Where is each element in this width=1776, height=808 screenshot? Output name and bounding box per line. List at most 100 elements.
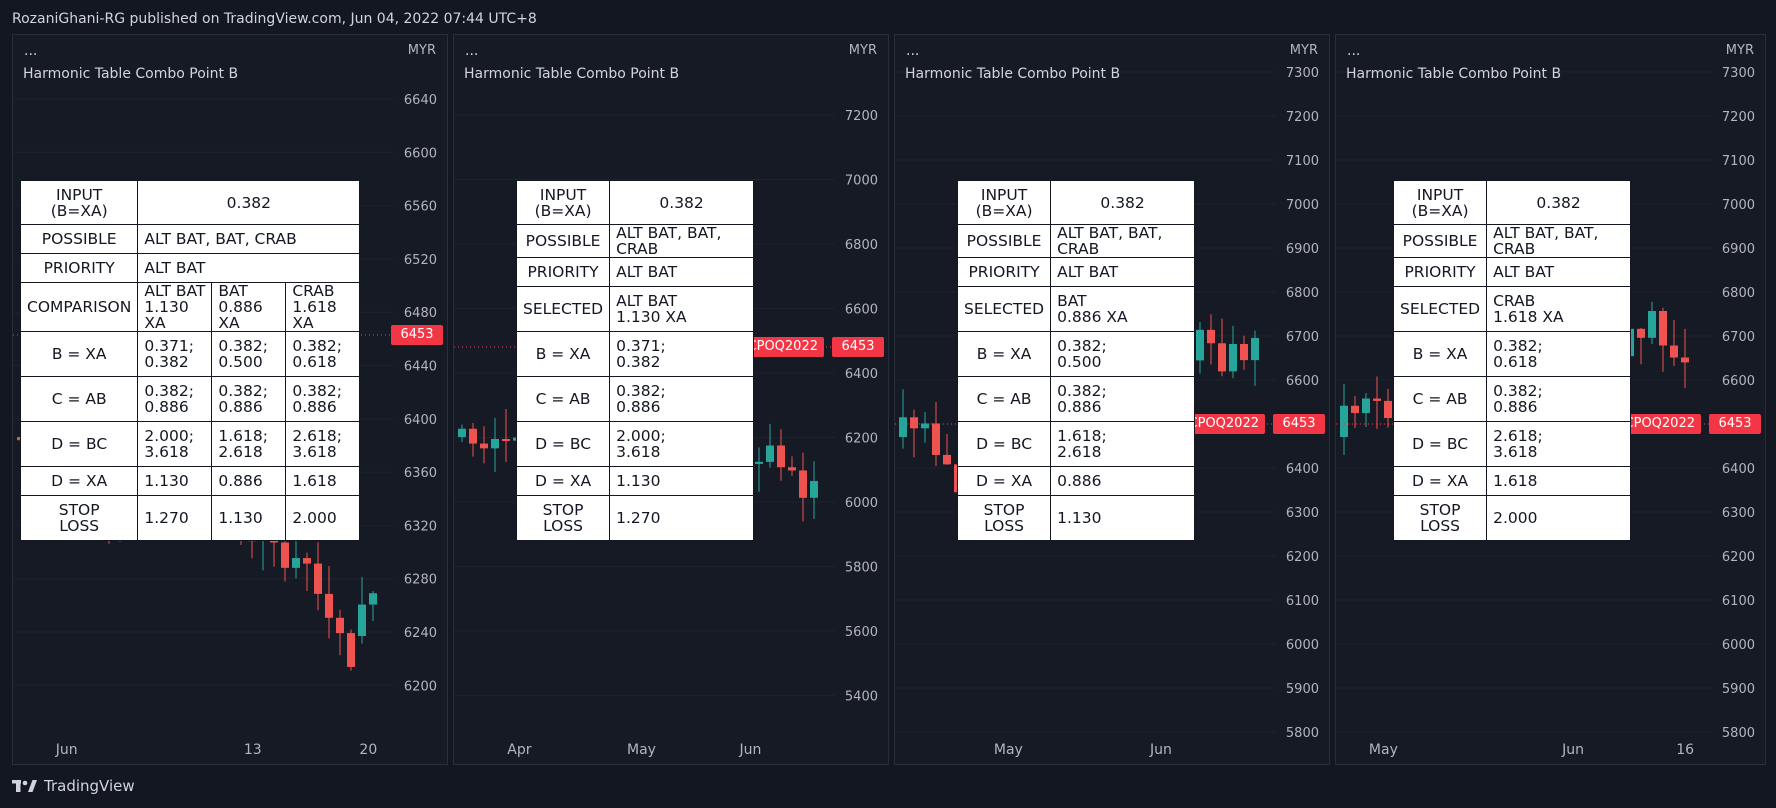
row-value: BAT 0.886 XA bbox=[1050, 286, 1196, 332]
row-label: POSSIBLE bbox=[19, 224, 139, 254]
row-value: 1.618; 2.618 bbox=[1050, 421, 1196, 467]
table-row: INPUT (B=XA) 0.382 bbox=[19, 180, 361, 225]
row-label: D = XA bbox=[1392, 466, 1488, 496]
table-row: C = AB 0.382; 0.886 bbox=[515, 376, 755, 422]
row-label: INPUT (B=XA) bbox=[515, 180, 611, 225]
row-label: B = XA bbox=[956, 331, 1052, 377]
table-row: D = XA 1.618 bbox=[1392, 466, 1632, 496]
table-row: D = XA 1.130 0.886 1.618 bbox=[19, 466, 361, 496]
price-axis-label: 5900 bbox=[1722, 682, 1755, 697]
row-value: ALT BAT, BAT, CRAB bbox=[1486, 224, 1632, 258]
chart-panel-2[interactable]: 7200 7000 6800 6600 6400 6200 6000 5800 5600 5400… bbox=[453, 34, 889, 765]
row-label: PRIORITY bbox=[19, 253, 139, 283]
indicator-menu-icon[interactable]: ... bbox=[24, 43, 38, 59]
indicator-menu-icon[interactable]: ... bbox=[1347, 43, 1361, 59]
price-axis-label: 6800 bbox=[1286, 286, 1319, 301]
row-label: B = XA bbox=[515, 331, 611, 377]
row-label: STOP LOSS bbox=[19, 495, 139, 541]
price-axis-label: 7200 bbox=[1722, 110, 1755, 125]
row-value: 1.270 bbox=[609, 495, 755, 541]
candle-body bbox=[755, 461, 763, 464]
currency-label: MYR bbox=[848, 43, 877, 58]
row-label: D = BC bbox=[956, 421, 1052, 467]
price-axis-label: 5400 bbox=[845, 690, 878, 705]
indicator-title: Harmonic Table Combo Point B bbox=[23, 66, 239, 82]
symbol-price-tag: FCPOQ2022 bbox=[734, 337, 824, 357]
table-row: D = BC 2.618; 3.618 bbox=[1392, 421, 1632, 467]
indicator-menu-icon[interactable]: ... bbox=[906, 43, 920, 59]
candle-body bbox=[1351, 405, 1359, 414]
row-label: D = XA bbox=[19, 466, 139, 496]
price-axis-label: 7100 bbox=[1722, 154, 1755, 169]
row-label: D = XA bbox=[515, 466, 611, 496]
last-price-badge: 6453 bbox=[832, 337, 884, 357]
currency-label: MYR bbox=[407, 43, 436, 58]
indicator-menu-icon[interactable]: ... bbox=[465, 43, 479, 59]
table-row: SELECTED CRAB 1.618 XA bbox=[1392, 286, 1632, 332]
candle-body bbox=[1207, 329, 1215, 344]
row-value: 2.000; 3.618 bbox=[609, 421, 755, 467]
row-value: 0.382 bbox=[137, 180, 361, 225]
price-axis-label: 6300 bbox=[1286, 506, 1319, 521]
row-value: 2.000 bbox=[1486, 495, 1632, 541]
candle-body bbox=[303, 558, 311, 564]
candle-body bbox=[458, 428, 466, 438]
price-axis-label: 7000 bbox=[1286, 198, 1319, 213]
row-label: C = AB bbox=[515, 376, 611, 422]
row-value: 0.371; 0.382 bbox=[137, 331, 213, 377]
time-axis-label: May bbox=[994, 742, 1023, 758]
row-value: CRAB 1.618 XA bbox=[1486, 286, 1632, 332]
row-value: ALT BAT bbox=[1486, 257, 1632, 287]
last-price-badge: 6453 bbox=[1709, 414, 1761, 434]
price-axis-label: 6200 bbox=[1286, 550, 1319, 565]
candle-body bbox=[1229, 343, 1237, 372]
symbol-price-tag: FCPOQ2022 bbox=[1175, 414, 1265, 434]
price-axis-label: 7000 bbox=[845, 174, 878, 189]
table-row: B = XA 0.382; 0.500 bbox=[956, 331, 1196, 377]
chart-panel-1[interactable]: 6640 6600 6560 6520 6480 6440 6400 6360 6320 6280… bbox=[12, 34, 448, 765]
harmonic-table: INPUT (B=XA) 0.382 POSSIBLE ALT BAT, BAT, CR… bbox=[19, 180, 361, 541]
table-row: B = XA 0.382; 0.618 bbox=[1392, 331, 1632, 377]
row-value: 0.382 bbox=[1486, 180, 1632, 225]
row-value: 0.382; 0.886 bbox=[137, 376, 213, 422]
tradingview-brand: TradingView bbox=[44, 777, 135, 795]
chart-panel-3[interactable]: 7300720071007000690068006700660065006400… bbox=[894, 34, 1330, 765]
candle-body bbox=[777, 445, 785, 468]
row-label: D = BC bbox=[19, 421, 139, 467]
table-row: COMPARISON ALT BAT 1.130 XA BAT 0.886 XA CRAB… bbox=[19, 282, 361, 332]
price-axis-label: 6480 bbox=[404, 306, 437, 321]
price-axis-label: 5800 bbox=[1722, 726, 1755, 741]
price-axis-label: 6100 bbox=[1286, 594, 1319, 609]
row-value: 0.382; 0.886 bbox=[1486, 376, 1632, 422]
price-axis-label: 6400 bbox=[1286, 462, 1319, 477]
tradingview-icon bbox=[12, 780, 37, 792]
price-axis-label: 6520 bbox=[404, 253, 437, 268]
row-value: ALT BAT, BAT, CRAB bbox=[1050, 224, 1196, 258]
candle-body bbox=[766, 445, 774, 462]
price-axis-label: 6700 bbox=[1722, 330, 1755, 345]
row-value: 2.618; 3.618 bbox=[285, 421, 361, 467]
candle-body bbox=[1384, 400, 1392, 419]
price-axis-label: 6900 bbox=[1722, 242, 1755, 257]
price-axis-label: 7100 bbox=[1286, 154, 1319, 169]
table-row: INPUT (B=XA) 0.382 bbox=[1392, 180, 1632, 225]
row-value: 2.618; 3.618 bbox=[1486, 421, 1632, 467]
tradingview-logo[interactable]: TradingView bbox=[12, 776, 135, 796]
time-axis-label: Jun bbox=[1149, 742, 1172, 758]
price-axis-label: 6600 bbox=[1286, 374, 1319, 389]
chart-panel-4[interactable]: 7300720071007000690068006700660065006400… bbox=[1335, 34, 1766, 765]
harmonic-table: INPUT (B=XA) 0.382 POSSIBLE ALT BAT, BAT, CR… bbox=[1392, 180, 1632, 541]
row-value: 2.000 bbox=[285, 495, 361, 541]
row-value: 0.382; 0.886 bbox=[1050, 376, 1196, 422]
candle-body bbox=[502, 438, 510, 441]
price-axis-label: 6400 bbox=[1722, 462, 1755, 477]
row-label: SELECTED bbox=[515, 286, 611, 332]
row-label: INPUT (B=XA) bbox=[19, 180, 139, 225]
indicator-title: Harmonic Table Combo Point B bbox=[1346, 66, 1562, 82]
table-row: B = XA 0.371; 0.382 0.382; 0.500 0.382; 0.618 bbox=[19, 331, 361, 377]
row-label: PRIORITY bbox=[1392, 257, 1488, 287]
table-row: POSSIBLE ALT BAT, BAT, CRAB bbox=[956, 224, 1196, 258]
row-value: ALT BAT bbox=[1050, 257, 1196, 287]
row-value: 1.270 bbox=[137, 495, 213, 541]
row-label: D = XA bbox=[956, 466, 1052, 496]
